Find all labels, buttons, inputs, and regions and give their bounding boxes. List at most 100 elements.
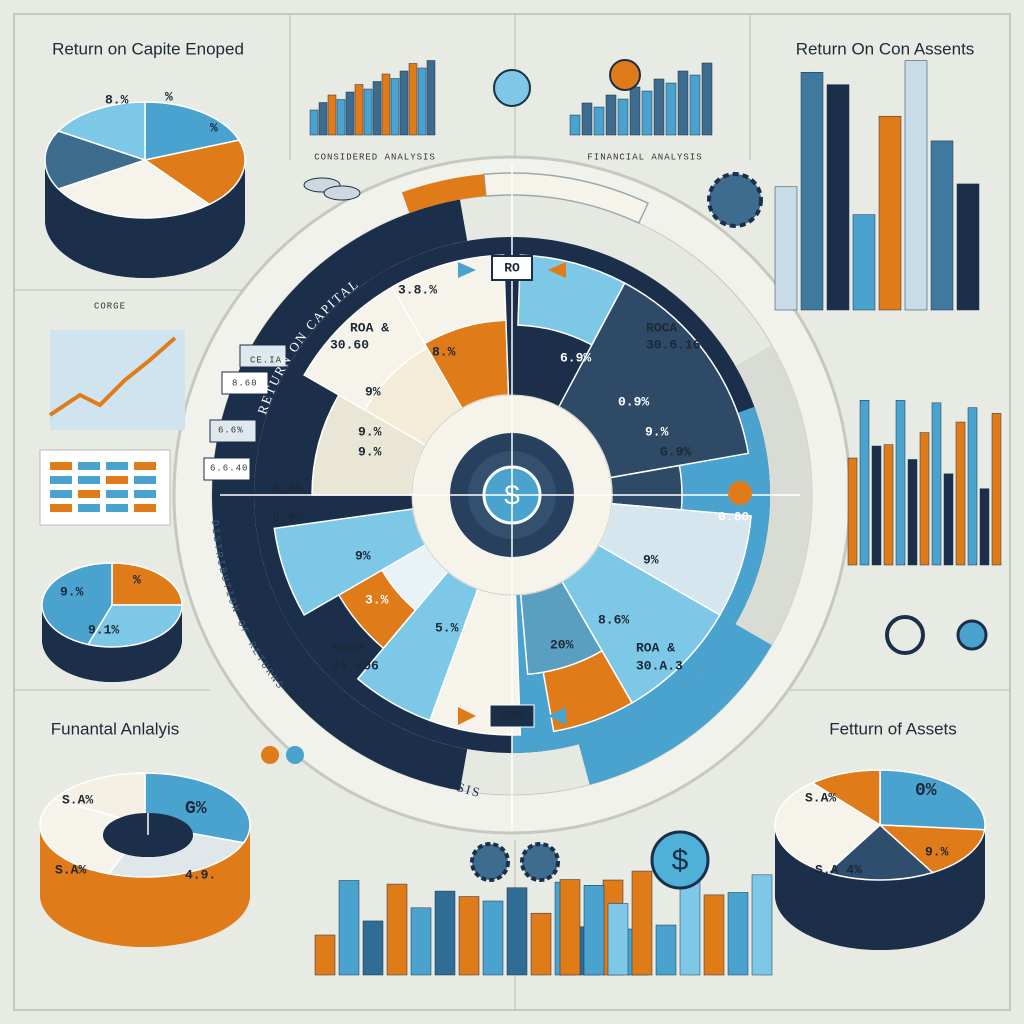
table-cell	[50, 490, 72, 498]
segment-label: G.9%	[660, 444, 691, 459]
ring-icon	[956, 619, 988, 651]
bar-decor	[655, 924, 677, 976]
segment-label: 3.%	[365, 592, 389, 607]
segment-label: 6.9%	[272, 510, 303, 525]
segment-label: 5.%	[435, 620, 459, 635]
bar-decor	[919, 432, 930, 566]
quadrant-label: ROA &	[350, 320, 389, 335]
bar-decor	[581, 102, 593, 136]
bar-decor	[399, 70, 409, 136]
bar-decor	[991, 413, 1002, 566]
table-cell	[134, 476, 156, 484]
tab	[203, 457, 251, 481]
table-cell	[50, 504, 72, 512]
table-cell	[50, 476, 72, 484]
bar-decor	[345, 91, 355, 136]
arrow	[548, 262, 566, 278]
table-cell	[106, 476, 128, 484]
pie-slice	[143, 139, 246, 206]
segment-label: 0.8%	[272, 480, 303, 495]
pie-slice	[57, 101, 146, 162]
gear	[520, 842, 560, 882]
bar-decor	[386, 883, 408, 976]
pie-label: 4.9.	[185, 867, 216, 882]
bar-decor	[607, 903, 629, 976]
bar-decor	[605, 94, 617, 136]
bar-decor	[506, 887, 528, 976]
pie-label: S.A 4%	[815, 862, 862, 877]
segment-label: 9%	[643, 552, 659, 567]
segment-label: 6.9%	[560, 350, 591, 365]
bar-decor	[826, 84, 850, 311]
pie-label: S.A%	[805, 790, 836, 805]
bar-decor	[583, 885, 605, 976]
table-cell	[134, 504, 156, 512]
bar-decor	[314, 934, 336, 976]
pie-slice	[44, 130, 148, 190]
panel-title: Return on Capite Enoped	[52, 39, 244, 58]
bar-decor	[354, 84, 364, 136]
pie-label: %	[133, 572, 141, 587]
bar-decor	[689, 74, 701, 136]
segment-label: 9.%	[645, 424, 669, 439]
heading: CORGE	[94, 301, 126, 311]
bar-decor	[774, 186, 798, 311]
bar-decor	[569, 114, 581, 136]
coin-icon	[650, 830, 710, 890]
gear	[470, 842, 510, 882]
pie-label: S.A%	[62, 792, 93, 807]
table-cell	[106, 504, 128, 512]
coin-symbol: $	[672, 844, 689, 877]
table-cell	[78, 462, 100, 470]
pie-label: 0%	[915, 781, 937, 801]
bar-decor	[372, 81, 382, 136]
tab: CE.IA	[250, 355, 282, 365]
pie-slice	[877, 824, 986, 874]
bar-decor	[847, 457, 858, 566]
ring-segment	[483, 172, 650, 225]
tab: 8.60	[232, 378, 258, 388]
bar-decor	[883, 444, 894, 566]
table-cell	[78, 490, 100, 498]
bar-decor	[943, 473, 954, 566]
segment-label: 9.%	[358, 444, 382, 459]
tab	[209, 419, 257, 443]
bar-decor	[871, 445, 882, 566]
bar-decor	[979, 488, 990, 566]
coin	[261, 746, 279, 764]
bar-decor	[967, 407, 978, 566]
pie-slice	[41, 562, 113, 646]
bar-decor	[859, 399, 870, 566]
caption: CONSIDERED ANALYSIS	[314, 152, 436, 162]
pie-label: G%	[185, 799, 207, 819]
segment-label: 8.6%	[598, 612, 629, 627]
drawing	[39, 59, 1002, 976]
bar-decor	[593, 106, 605, 136]
tag-box	[489, 704, 535, 728]
pie-slice	[52, 772, 146, 826]
table-cell	[106, 490, 128, 498]
table-cell	[50, 462, 72, 470]
table-cell	[106, 462, 128, 470]
bar-decor	[559, 879, 581, 976]
segment-label: 9%	[365, 384, 381, 399]
arrow	[458, 262, 476, 278]
pie-slice	[111, 562, 183, 606]
bar-decor	[703, 894, 725, 976]
pie-slice	[879, 769, 986, 831]
ring-icon	[885, 615, 925, 655]
bar-decor	[931, 402, 942, 566]
bar-decor	[362, 920, 384, 976]
pie-label: S.A%	[55, 862, 86, 877]
coins	[323, 185, 361, 201]
pie-label: 9.1%	[88, 622, 119, 637]
table-cell	[78, 476, 100, 484]
tag-box	[491, 255, 533, 281]
table-cell	[134, 462, 156, 470]
panel-title: Return On Con Assents	[796, 39, 975, 58]
quadrant-value: 40.606	[332, 658, 379, 673]
coin	[286, 746, 304, 764]
bar-decor	[800, 71, 824, 311]
bar-decor	[930, 140, 954, 311]
